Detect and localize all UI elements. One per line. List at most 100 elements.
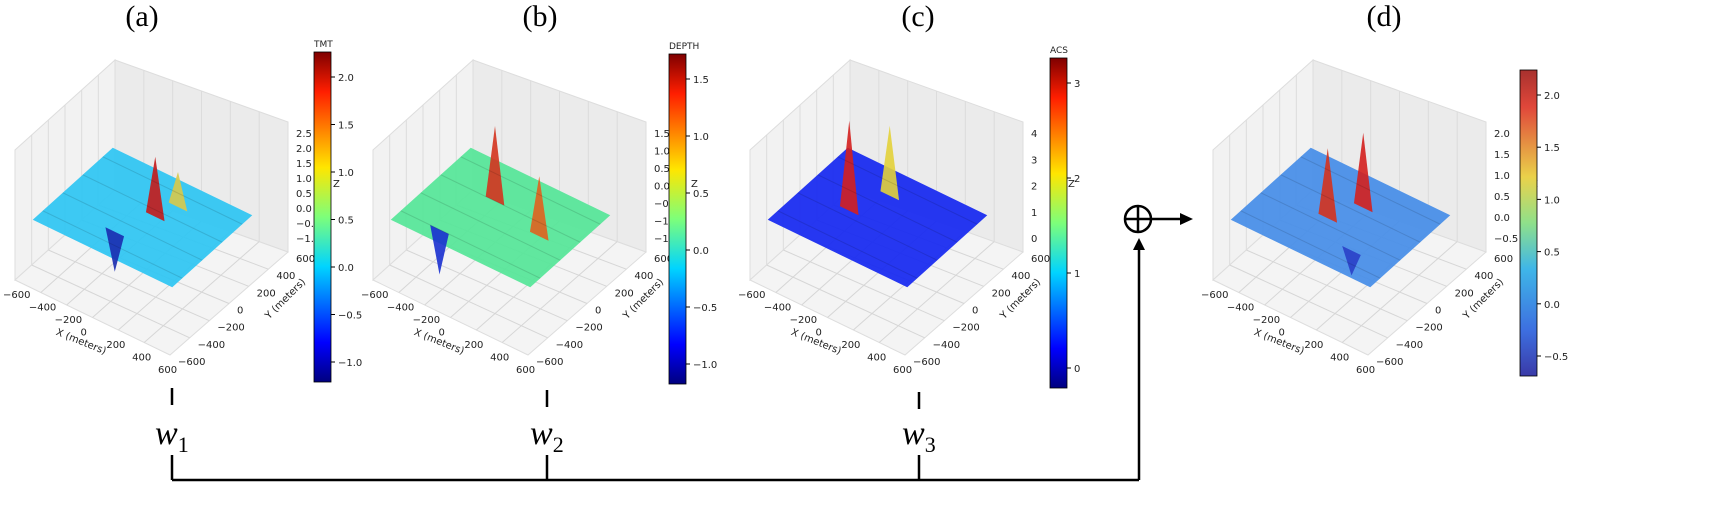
weight-symbol: w bbox=[530, 415, 553, 452]
y-tick-label: 0 bbox=[237, 306, 243, 317]
y-tick-label: −200 bbox=[575, 323, 602, 334]
x-tick-label: 0 bbox=[81, 328, 87, 339]
colorbar-tick-label: 3 bbox=[1074, 79, 1080, 90]
z-tick-label: 1.0 bbox=[654, 147, 670, 158]
surface-peak bbox=[880, 125, 900, 201]
surface-mesh bbox=[32, 147, 253, 288]
z-axis-label: Z bbox=[333, 179, 340, 190]
z-tick-label: 1.0 bbox=[296, 174, 312, 185]
y-tick-label: 200 bbox=[615, 288, 634, 299]
x-tick-label: −400 bbox=[29, 303, 56, 314]
panel-label-c: (c) bbox=[901, 0, 935, 33]
x-tick-label: 600 bbox=[158, 365, 177, 376]
surface-peak bbox=[1318, 148, 1338, 223]
surface-peak bbox=[529, 176, 549, 241]
z-tick-label: 0.5 bbox=[1494, 192, 1510, 203]
weight-index: 1 bbox=[177, 431, 189, 457]
z-tick-label: 0.5 bbox=[296, 189, 312, 200]
y-axis-label: Y (meters) bbox=[263, 277, 309, 323]
z-tick-label: 1.5 bbox=[654, 129, 670, 140]
surface-peak bbox=[168, 172, 188, 212]
z-tick-label: 2.5 bbox=[296, 129, 312, 140]
colorbar-tick-label: 0.0 bbox=[1544, 300, 1560, 311]
arrowhead-up bbox=[1133, 238, 1145, 250]
y-tick-label: −400 bbox=[198, 340, 225, 351]
surface-peak bbox=[105, 227, 125, 272]
colorbar-tick-label: 1.0 bbox=[1544, 195, 1560, 206]
x-tick-label: −600 bbox=[738, 290, 765, 301]
colorbar-tick-label: 0.5 bbox=[1544, 248, 1560, 259]
y-tick-label: −400 bbox=[1396, 340, 1423, 351]
x-tick-label: −600 bbox=[1201, 290, 1228, 301]
colorbar-tick-label: −0.5 bbox=[338, 311, 362, 322]
x-tick-label: −400 bbox=[764, 303, 791, 314]
y-tick-label: −200 bbox=[217, 323, 244, 334]
y-tick-label: 200 bbox=[257, 288, 276, 299]
x-tick-label: −200 bbox=[55, 315, 82, 326]
x-tick-label: 400 bbox=[1330, 353, 1349, 364]
z-tick-label: −0.5 bbox=[296, 219, 320, 230]
y-tick-label: −600 bbox=[913, 357, 940, 368]
colorbar: 2.0 1.5 1.0 0.5 0.0 −0.5 bbox=[1519, 69, 1568, 377]
z-tick-label: 2.0 bbox=[296, 144, 312, 155]
colorbar-tick-label: 2.0 bbox=[1544, 91, 1560, 102]
y-axis-label: Y (meters) bbox=[621, 277, 667, 323]
colorbar: DEPTH 1.5 1.0 0.5 0.0 −0.5 −1.0 bbox=[668, 42, 717, 385]
y-tick-label: 400 bbox=[634, 271, 653, 282]
y-axis-label: Y (meters) bbox=[998, 277, 1044, 323]
z-tick-label: −1.0 bbox=[654, 217, 678, 228]
z-tick-label: −0.5 bbox=[1494, 234, 1518, 245]
z-tick-label: 1.5 bbox=[1494, 150, 1510, 161]
colorbar-tick-label: −0.5 bbox=[1544, 352, 1568, 363]
x-tick-label: −200 bbox=[1253, 315, 1280, 326]
weight-w3: w3 bbox=[902, 415, 936, 458]
z-tick-label: −0.5 bbox=[654, 199, 678, 210]
x-tick-label: 0 bbox=[1279, 328, 1285, 339]
panel-label-b: (b) bbox=[522, 0, 558, 33]
y-tick-label: −600 bbox=[1376, 357, 1403, 368]
x-tick-label: 400 bbox=[490, 353, 509, 364]
x-tick-label: −600 bbox=[3, 290, 30, 301]
colorbar-tick-label: 0.0 bbox=[693, 246, 709, 257]
colorbar-tick-label: 1.5 bbox=[1544, 143, 1560, 154]
surface-peak bbox=[430, 225, 449, 275]
panel-label-a: (a) bbox=[125, 0, 159, 33]
colorbar-tick-label: 0.0 bbox=[338, 263, 354, 274]
colorbar-tick-label: 1.5 bbox=[693, 75, 709, 86]
weight-connectors bbox=[170, 204, 1193, 482]
y-tick-label: 200 bbox=[1455, 288, 1474, 299]
colorbar-tick-label: 2 bbox=[1074, 174, 1080, 185]
y-tick-label: 0 bbox=[972, 306, 978, 317]
colorbar-tick-label: −1.0 bbox=[693, 360, 717, 371]
x-tick-label: 400 bbox=[867, 353, 886, 364]
colorbar-tick-label: 1.0 bbox=[338, 168, 354, 179]
z-tick-label: 0.0 bbox=[1494, 213, 1510, 224]
colorbar-tick-label: 0.5 bbox=[338, 216, 354, 227]
colorbar-tick-label: 2.0 bbox=[338, 73, 354, 84]
colorbar-tick-label: −1.0 bbox=[338, 358, 362, 369]
x-tick-label: −200 bbox=[790, 315, 817, 326]
z-tick-label: 2 bbox=[1031, 182, 1037, 193]
z-tick-label: 0 bbox=[1031, 234, 1037, 245]
x-tick-label: 200 bbox=[1304, 340, 1323, 351]
z-tick-label: 4 bbox=[1031, 129, 1037, 140]
x-tick-label: 600 bbox=[516, 365, 535, 376]
y-tick-label: 400 bbox=[1011, 271, 1030, 282]
colorbar: ACS 3 2 1 0 bbox=[1049, 46, 1080, 389]
z-tick-label: 1.0 bbox=[1494, 171, 1510, 182]
surface-mesh bbox=[390, 126, 611, 288]
colorbar-tick-label: −0.5 bbox=[693, 303, 717, 314]
surface-peak bbox=[839, 120, 859, 216]
x-tick-label: 600 bbox=[1356, 365, 1375, 376]
weight-symbol: w bbox=[155, 415, 178, 452]
x-tick-label: −600 bbox=[361, 290, 388, 301]
y-tick-label: −200 bbox=[1415, 323, 1442, 334]
z-tick-label: 0.0 bbox=[296, 204, 312, 215]
weight-symbol: w bbox=[902, 415, 925, 452]
x-tick-label: −200 bbox=[413, 315, 440, 326]
arrowhead-right bbox=[1180, 213, 1193, 225]
surface-peak bbox=[145, 156, 165, 222]
surface-peak bbox=[1342, 246, 1361, 276]
